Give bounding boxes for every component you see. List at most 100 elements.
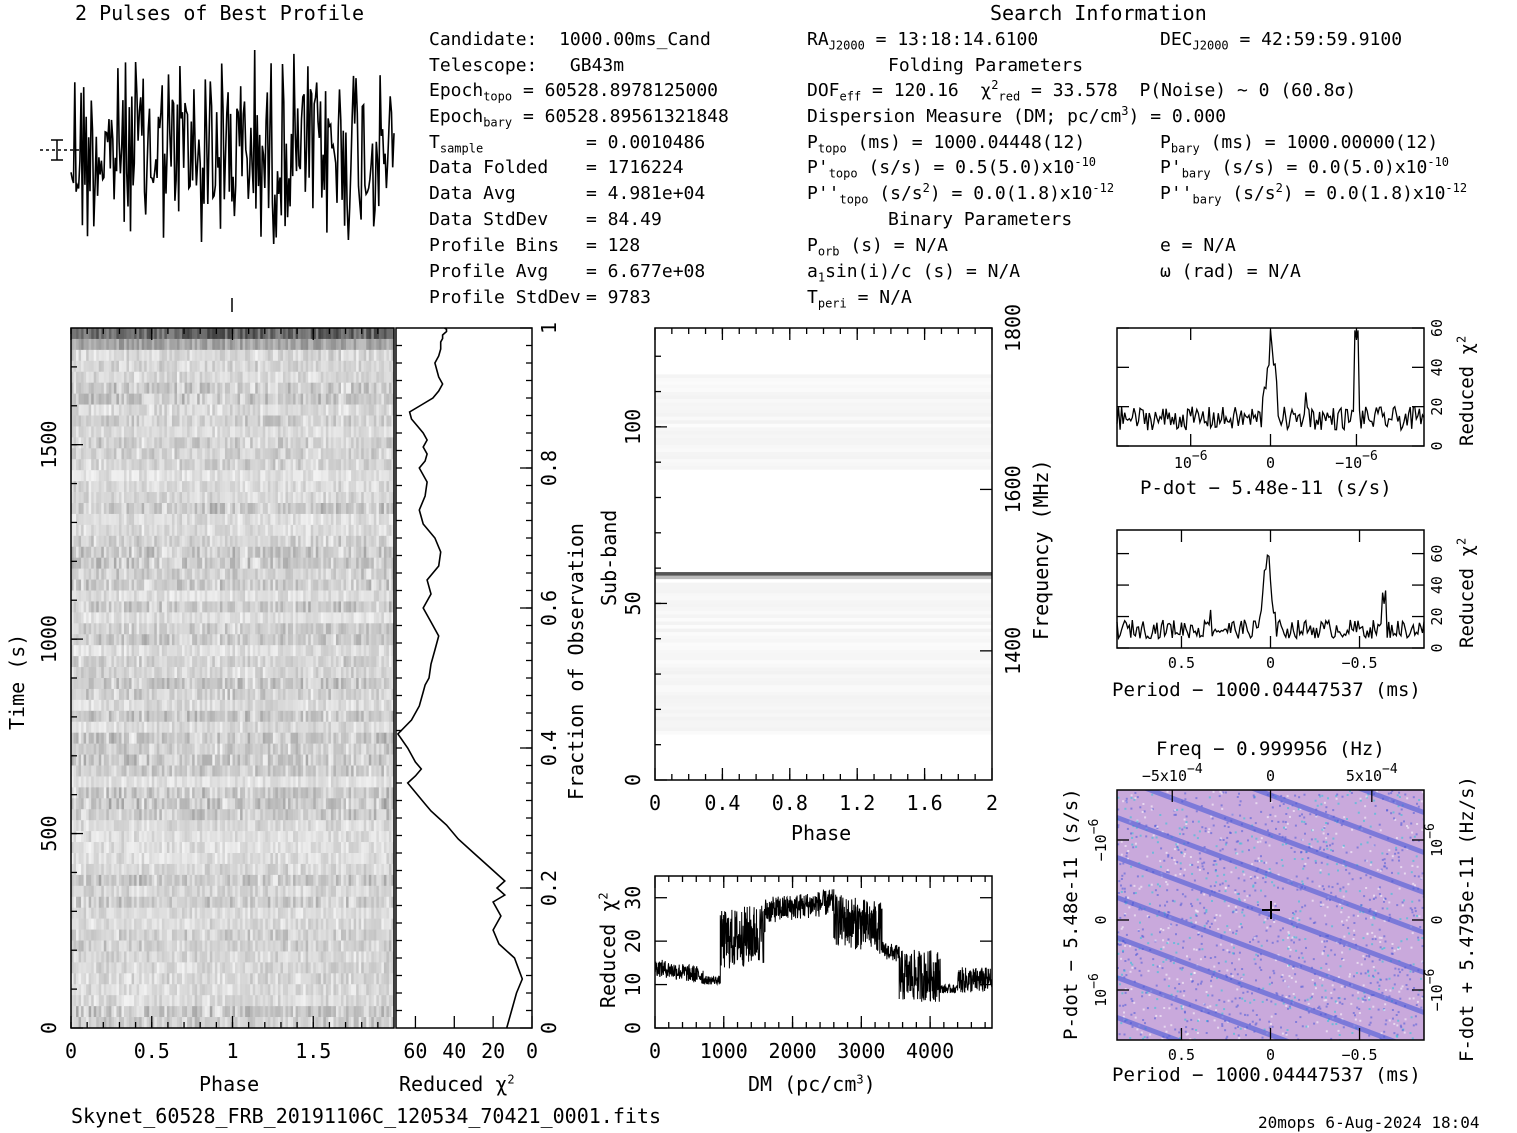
heat-cell [323, 546, 327, 558]
heat-cell [169, 338, 173, 351]
pdtopo-value: (s/s) = 0.5(5.0)x10 [868, 157, 1075, 178]
heat-cell [240, 678, 243, 690]
heat-cell [341, 590, 344, 602]
heat-cell [293, 732, 296, 744]
heat-cell [166, 492, 170, 504]
heat-cell [257, 557, 261, 569]
heat-cell [229, 404, 233, 416]
heat-cell [106, 601, 110, 613]
heat-cell [310, 338, 314, 351]
heat-cell [106, 349, 110, 362]
heat-cell [154, 568, 158, 580]
heat-cell [111, 437, 115, 449]
heat-cell [358, 535, 362, 548]
heat-cell [86, 546, 89, 558]
heat-cell [174, 710, 178, 723]
heat-cell [391, 338, 394, 351]
heat-cell [391, 601, 394, 613]
heat-cell [250, 349, 253, 362]
heat-cell [121, 404, 125, 416]
heat-cell [373, 645, 377, 657]
heat-cell [323, 612, 327, 624]
heat-cell [361, 393, 365, 405]
heat-cell [315, 699, 319, 712]
heat-cell [235, 448, 238, 460]
heat-cell [106, 732, 110, 744]
heat-cell [113, 699, 117, 712]
heat-cell [154, 623, 158, 635]
heat-cell [358, 404, 362, 416]
heat-cell [280, 459, 284, 471]
heat-cell [108, 448, 112, 460]
heat-cell [139, 470, 142, 482]
heat-cell [159, 481, 163, 493]
heat-cell [247, 481, 251, 493]
heat-cell [368, 415, 372, 427]
heat-cell [83, 448, 87, 460]
heat-cell [93, 328, 97, 340]
heat-cell [267, 634, 271, 646]
heat-cell [214, 481, 218, 493]
heat-cell [88, 645, 92, 657]
heat-cell [341, 656, 344, 668]
heat-cell [151, 393, 155, 405]
heat-cell [123, 524, 127, 537]
heat-cell [209, 328, 213, 340]
heat-cell [308, 732, 312, 744]
heat-cell [315, 328, 319, 340]
heat-cell [93, 360, 97, 373]
heat-cell [285, 699, 289, 712]
heat-cell [204, 667, 208, 679]
heat-cell [313, 732, 317, 744]
heat-cell [290, 415, 294, 427]
heat-cell [116, 645, 120, 657]
heat-cell [101, 393, 105, 405]
tsample-value: = 0.0010486 [586, 132, 706, 153]
heat-cell [161, 634, 165, 646]
heat-cell [242, 393, 246, 405]
heat-cell [88, 513, 92, 526]
heat-cell [224, 503, 228, 515]
heat-cell [204, 338, 208, 351]
heat-cell [293, 699, 296, 712]
heat-cell [88, 404, 92, 416]
heat-cell [242, 503, 246, 515]
heat-cell [154, 601, 158, 613]
heat-cell [229, 470, 233, 482]
heat-cell [134, 623, 137, 635]
ra-row: RAJ2000 = 13:18:14.6100 [807, 30, 1038, 52]
heat-cell [111, 382, 115, 394]
heat-cell [214, 623, 218, 635]
heat-cell [113, 448, 117, 460]
heat-cell [343, 503, 347, 515]
heat-cell [315, 732, 319, 744]
heat-cell [265, 645, 269, 657]
heat-cell [300, 557, 304, 569]
heat-cell [81, 415, 84, 427]
heat-cell [123, 328, 127, 340]
heat-cell [313, 699, 317, 712]
heat-cell [108, 743, 112, 755]
heat-cell [131, 503, 135, 515]
heat-cell [83, 470, 87, 482]
heat-cell [272, 656, 276, 668]
heat-cell [129, 371, 132, 383]
heat-cell [154, 612, 158, 624]
heat-cell [265, 437, 269, 449]
heat-cell [315, 579, 319, 591]
heat-cell [199, 382, 203, 394]
heat-cell [388, 612, 392, 624]
heat-cell [348, 590, 352, 602]
dm-text-a: Dispersion Measure (DM; pc/cm [807, 106, 1122, 127]
heat-cell [247, 437, 251, 449]
heat-cell [255, 623, 259, 635]
pulse-profile-plot [40, 49, 395, 312]
heat-cell [335, 601, 339, 613]
heat-cell [275, 470, 279, 482]
heat-cell [330, 601, 334, 613]
heat-cell [108, 503, 112, 515]
heat-cell [315, 688, 319, 701]
heat-cell [227, 448, 231, 460]
heat-cell [315, 546, 319, 558]
telescope-label: Telescope: [429, 55, 538, 76]
